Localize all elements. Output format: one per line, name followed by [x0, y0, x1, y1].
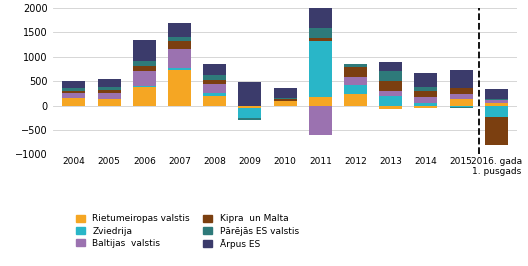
Bar [344, 94, 367, 106]
Bar [274, 89, 297, 98]
Bar [414, 103, 437, 106]
Bar [379, 96, 402, 106]
Bar [133, 86, 156, 88]
Bar [239, 118, 261, 120]
Bar [133, 71, 156, 86]
Bar [309, 106, 332, 135]
Bar [133, 65, 156, 71]
Bar [485, 106, 508, 117]
Bar [168, 70, 191, 106]
Bar [168, 37, 191, 41]
Bar [133, 61, 156, 65]
Bar [414, 73, 437, 87]
Bar [450, 94, 473, 99]
Bar [485, 103, 508, 106]
Bar [62, 81, 86, 89]
Bar [485, 99, 508, 100]
Bar [344, 77, 367, 85]
Bar [450, 107, 473, 108]
Bar [274, 101, 297, 106]
Bar [414, 97, 437, 103]
Bar [98, 87, 120, 90]
Bar [344, 68, 367, 77]
Bar [203, 80, 226, 84]
Bar [133, 40, 156, 61]
Bar [133, 88, 156, 106]
Bar [239, 106, 261, 108]
Bar [239, 82, 261, 106]
Bar [168, 68, 191, 70]
Bar [309, 38, 332, 41]
Bar [344, 85, 367, 94]
Bar [203, 75, 226, 80]
Bar [203, 84, 226, 93]
Bar [168, 49, 191, 68]
Bar [379, 71, 402, 81]
Bar [379, 62, 402, 71]
Bar [414, 106, 437, 108]
Bar [379, 91, 402, 96]
Bar [485, 89, 508, 99]
Bar [344, 64, 367, 68]
Bar [379, 81, 402, 91]
Bar [414, 91, 437, 97]
Bar [239, 108, 261, 118]
Bar [450, 99, 473, 106]
Bar [203, 93, 226, 96]
Bar [274, 99, 297, 101]
Bar [450, 89, 473, 94]
Bar [168, 41, 191, 49]
Bar [309, 41, 332, 97]
Bar [98, 99, 120, 106]
Bar [414, 87, 437, 91]
Bar [309, 28, 332, 38]
Bar [203, 96, 226, 106]
Bar [62, 98, 86, 106]
Bar [309, 0, 332, 28]
Bar [62, 93, 86, 98]
Bar [450, 106, 473, 107]
Bar [379, 106, 402, 109]
Bar [98, 90, 120, 93]
Legend: Rietumeiropas valstis, Zviedrija, Baltijas  valstis, Kipra  un Malta, Pārējās ES: Rietumeiropas valstis, Zviedrija, Baltij… [76, 214, 299, 249]
Bar [62, 91, 86, 93]
Bar [485, 100, 508, 103]
Bar [485, 117, 508, 144]
Bar [168, 23, 191, 37]
Bar [203, 64, 226, 75]
Bar [309, 97, 332, 106]
Bar [274, 98, 297, 99]
Bar [98, 93, 120, 99]
Bar [98, 79, 120, 87]
Bar [62, 89, 86, 91]
Bar [450, 70, 473, 89]
